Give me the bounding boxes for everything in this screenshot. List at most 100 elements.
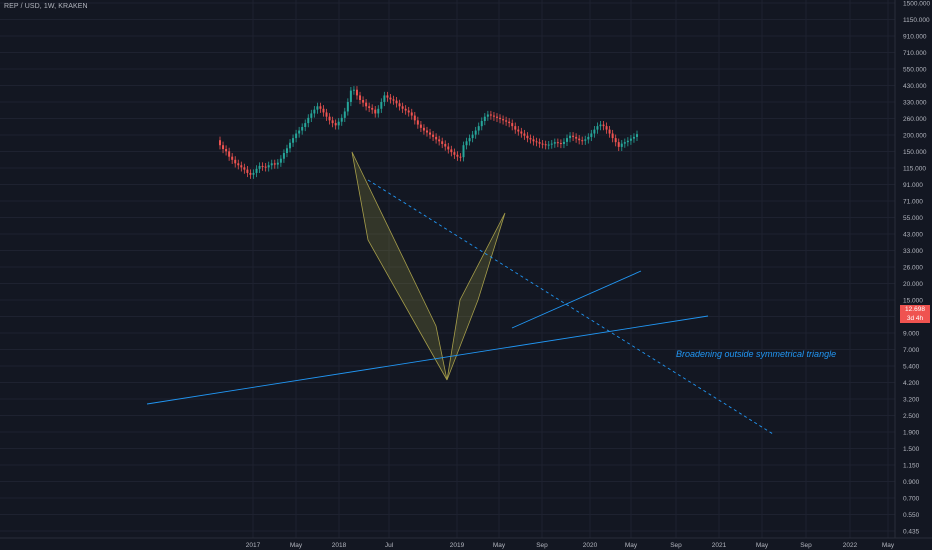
price-tick-label: 430.000 [903, 83, 927, 90]
descending-dashed-line [367, 179, 774, 435]
time-axis[interactable]: 2017 May 2018 Jul 2019 May Sep 2020 May Sep 2021 Ma… [0, 537, 932, 549]
price-tick-label: 9.000 [903, 331, 920, 338]
candle-body [225, 149, 228, 152]
candle-body [468, 138, 471, 142]
candle-body [483, 116, 486, 122]
candle-body [432, 134, 435, 137]
price-tick-label: 20.000 [903, 281, 923, 288]
candle-body [429, 132, 432, 135]
bat-pattern [351, 151, 506, 381]
candle-body [526, 135, 529, 139]
candle-body [608, 129, 611, 134]
candle-body [252, 172, 255, 175]
candle-body [636, 134, 638, 137]
candle-body [456, 154, 459, 157]
price-tick-label: 550.000 [903, 67, 927, 74]
candle-body [538, 142, 541, 144]
candle-body [617, 142, 620, 147]
time-tick-label: 2021 [712, 542, 727, 549]
price-tick-label: 1500.000 [903, 1, 930, 8]
candle-body [599, 124, 602, 127]
candle-body [319, 106, 322, 109]
candle-body [404, 108, 407, 111]
price-tick-label: 115.000 [903, 166, 926, 173]
grid-lines [0, 0, 895, 538]
candle-body [553, 142, 556, 144]
candle-body [285, 148, 288, 154]
candle-body [486, 114, 489, 117]
candle-body [623, 142, 626, 144]
symbol-label: REP / USD, 1W, KRAKEN [4, 3, 88, 10]
candle-body [255, 168, 258, 173]
pattern-annotation: Broadening outside symmetrical triangle [676, 349, 837, 359]
price-tick-label: 0.900 [903, 479, 920, 486]
candle-body [581, 140, 584, 142]
candle-body [547, 144, 550, 146]
candle-body [499, 117, 502, 120]
candle-body [395, 100, 398, 104]
pattern-leg-xa [351, 151, 448, 381]
candle-body [495, 116, 498, 118]
candle-body [447, 146, 450, 150]
candle-body [477, 126, 480, 131]
price-tick-label: 330.000 [903, 100, 927, 107]
candle-body [331, 120, 334, 124]
bar-countdown-tag: 3d 4h [900, 314, 930, 323]
candle-body [261, 165, 264, 167]
candle-body [237, 163, 240, 166]
candle-body [343, 111, 346, 118]
candle-body [276, 162, 279, 165]
candle-body [240, 165, 243, 168]
candle-body [605, 126, 608, 130]
price-tick-label: 710.000 [903, 50, 927, 57]
time-tick-label: May [493, 542, 506, 549]
price-tick-label: 910.000 [903, 34, 927, 41]
candle-body [611, 133, 614, 139]
candle-body [365, 102, 368, 107]
candle-body [234, 159, 237, 164]
candle-body [569, 135, 572, 139]
time-tick-label: 2017 [246, 542, 261, 549]
price-tick-label: 55.000 [903, 215, 923, 222]
price-tick-label: 0.550 [903, 512, 920, 519]
candle-body [374, 109, 377, 114]
candle-body [602, 124, 605, 127]
price-tick-label: 71.000 [903, 199, 923, 206]
price-tick-label: 4.200 [903, 380, 920, 387]
time-tick-label: May [882, 542, 895, 549]
candle-body [267, 165, 270, 168]
candle-body [620, 143, 623, 147]
candle-body [523, 133, 526, 136]
time-tick-label: Sep [800, 542, 812, 549]
candle-body [316, 106, 319, 110]
candle-body [550, 143, 553, 145]
candle-body [511, 123, 514, 127]
candle-body [371, 107, 374, 110]
candle-body [441, 141, 444, 144]
time-tick-label: 2018 [332, 542, 347, 549]
candle-body [310, 113, 313, 118]
candle-body [246, 169, 249, 173]
candle-body [352, 89, 355, 91]
candle-body [450, 149, 453, 153]
candle-body [389, 97, 392, 100]
price-axis[interactable]: 1500.000 1150.000 910.000 710.000 550.000 430… [894, 0, 930, 538]
time-tick-label: 2020 [583, 542, 598, 549]
candle-body [520, 131, 523, 134]
candle-body [505, 120, 508, 122]
price-tick-label: 26.000 [903, 265, 923, 272]
candle-body [474, 130, 477, 135]
price-tick-label: 1.900 [903, 430, 920, 437]
candle-body [578, 138, 581, 141]
candle-body [270, 163, 273, 166]
candle-body [377, 108, 380, 114]
candle-body [517, 129, 520, 132]
candle-body [328, 116, 331, 121]
price-tick-label: 2.500 [903, 413, 920, 420]
candle-body [313, 109, 316, 114]
candle-body [614, 138, 617, 143]
candle-body [465, 141, 468, 146]
candle-body [219, 140, 221, 146]
candle-body [559, 143, 562, 145]
